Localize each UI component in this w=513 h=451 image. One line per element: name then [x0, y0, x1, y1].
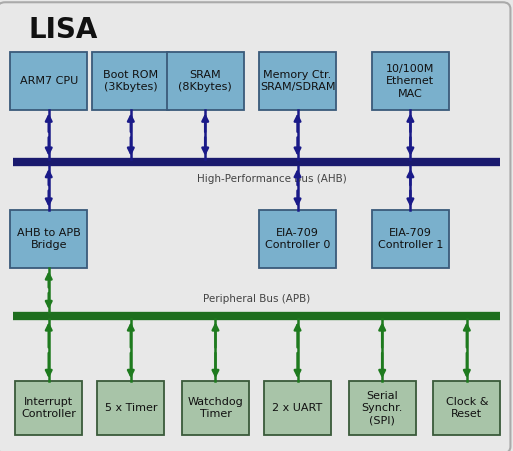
Text: Boot ROM
(3Kbytes): Boot ROM (3Kbytes) [103, 70, 159, 92]
Text: Interrupt
Controller: Interrupt Controller [22, 397, 76, 419]
Text: ARM7 CPU: ARM7 CPU [19, 76, 78, 86]
Bar [10, 210, 87, 268]
Text: SRAM
(8Kbytes): SRAM (8Kbytes) [179, 70, 232, 92]
Bar [92, 52, 169, 110]
Text: EIA-709
Controller 1: EIA-709 Controller 1 [378, 228, 443, 250]
Text: 2 x UART: 2 x UART [272, 403, 323, 413]
Bar [167, 52, 244, 110]
Text: 5 x Timer: 5 x Timer [105, 403, 157, 413]
Bar [259, 210, 336, 268]
Bar [10, 52, 87, 110]
Bar [15, 381, 82, 435]
Text: AHB to APB
Bridge: AHB to APB Bridge [17, 228, 81, 250]
Bar [372, 52, 449, 110]
Text: EIA-709
Controller 0: EIA-709 Controller 0 [265, 228, 330, 250]
Bar [349, 381, 416, 435]
Bar [433, 381, 500, 435]
Text: 10/100M
Ethernet
MAC: 10/100M Ethernet MAC [386, 64, 435, 99]
Bar [182, 381, 249, 435]
Bar [97, 381, 164, 435]
Text: High-Performance Bus (AHB): High-Performance Bus (AHB) [197, 174, 347, 184]
Bar [264, 381, 331, 435]
Bar [259, 52, 336, 110]
Bar [372, 210, 449, 268]
Text: Watchdog
Timer: Watchdog Timer [188, 397, 243, 419]
Text: Clock &
Reset: Clock & Reset [446, 397, 488, 419]
Text: Peripheral Bus (APB): Peripheral Bus (APB) [203, 295, 310, 304]
Text: LISA: LISA [28, 16, 97, 44]
Text: Serial
Synchr.
(SPI): Serial Synchr. (SPI) [362, 391, 403, 426]
Text: Memory Ctr.
SRAM/SDRAM: Memory Ctr. SRAM/SDRAM [260, 70, 336, 92]
